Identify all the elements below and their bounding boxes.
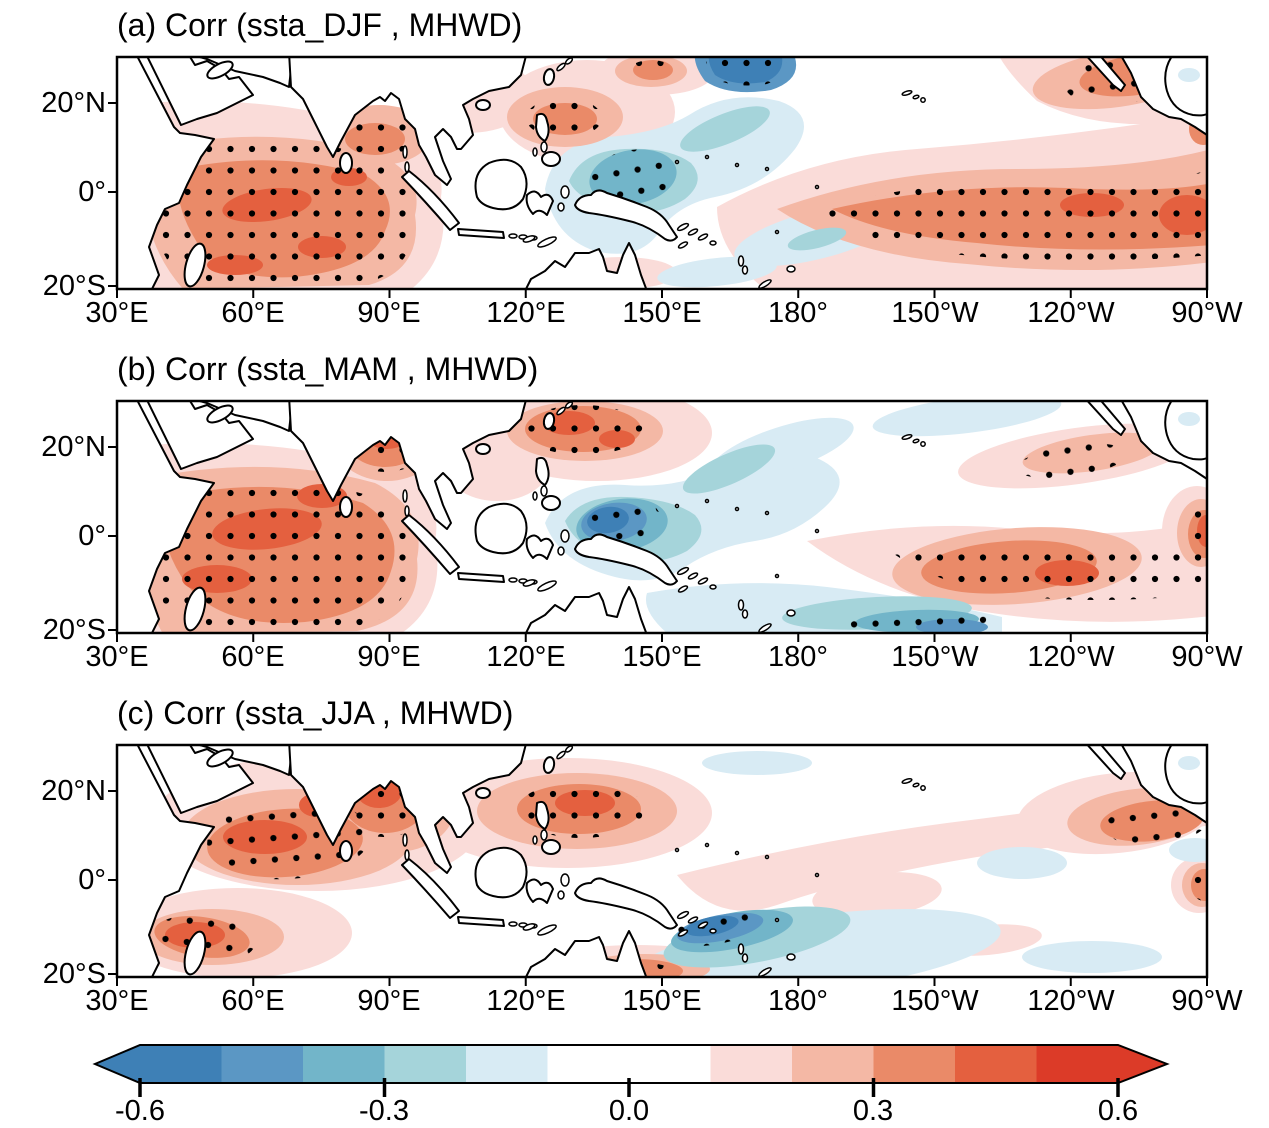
colorbar-tick-label: 0.3: [852, 1095, 894, 1127]
x-tick-label: 60°E: [221, 985, 285, 1017]
x-tick-label: 90°W: [1171, 641, 1243, 673]
colorbar-right-arrow: [1118, 1045, 1167, 1083]
colorbar-segments: [95, 1045, 1167, 1083]
axis-ticks-c: [108, 790, 1208, 986]
colorbar-tick-label: 0.0: [608, 1095, 650, 1127]
colorbar: [92, 1044, 1170, 1097]
x-tick-label: 90°W: [1171, 985, 1243, 1017]
x-tick-label: 120°W: [1027, 297, 1115, 329]
stipple-overlay-a: [149, 57, 1207, 287]
y-tick-label: 0°: [78, 864, 106, 896]
x-tick-label: 90°E: [357, 641, 421, 673]
axis-ticks-b: [108, 446, 1208, 642]
x-tick-label: 180°: [768, 641, 828, 673]
x-tick-label: 30°E: [85, 985, 149, 1017]
colorbar-tick-label: -0.6: [115, 1095, 165, 1127]
x-tick-label: 90°E: [357, 985, 421, 1017]
x-tick-label: 150°W: [891, 985, 979, 1017]
x-tick-label: 150°E: [622, 641, 702, 673]
map-panel-c: [108, 743, 1209, 986]
colorbar-ticks: [138, 1078, 1120, 1097]
y-tick-label: 0°: [78, 176, 106, 208]
panel-b-title: (b) Corr (ssta_MAM , MHWD): [117, 351, 539, 387]
y-tick-label: 20°S: [42, 958, 106, 990]
x-tick-label: 60°E: [221, 297, 285, 329]
x-tick-label: 30°E: [85, 641, 149, 673]
x-tick-label: 150°W: [891, 641, 979, 673]
x-tick-label: 120°E: [486, 985, 566, 1017]
colorbar-tick-label: 0.6: [1097, 1095, 1139, 1127]
x-tick-label: 90°W: [1171, 297, 1243, 329]
map-panel-a: [108, 55, 1209, 298]
colorbar-tick-label: -0.3: [359, 1095, 409, 1127]
y-tick-label: 20°N: [41, 431, 106, 463]
x-tick-label: 30°E: [85, 297, 149, 329]
x-tick-label: 60°E: [221, 641, 285, 673]
x-tick-label: 150°W: [891, 297, 979, 329]
panel-c-title: (c) Corr (ssta_JJA , MHWD): [117, 695, 514, 731]
x-tick-label: 120°W: [1027, 985, 1115, 1017]
x-tick-label: 180°: [768, 985, 828, 1017]
x-tick-label: 90°E: [357, 297, 421, 329]
colorbar-left-arrow: [95, 1045, 140, 1083]
x-tick-label: 180°: [768, 297, 828, 329]
x-tick-label: 150°E: [622, 297, 702, 329]
y-tick-label: 20°N: [41, 87, 106, 119]
map-panel-b: [108, 399, 1209, 642]
x-tick-label: 120°E: [486, 297, 566, 329]
axis-ticks-a: [108, 102, 1208, 298]
x-tick-label: 120°W: [1027, 641, 1115, 673]
y-tick-label: 20°S: [42, 270, 106, 302]
y-tick-label: 0°: [78, 520, 106, 552]
stipple-overlay-c: [155, 746, 1207, 977]
y-tick-label: 20°S: [42, 614, 106, 646]
y-tick-label: 20°N: [41, 775, 106, 807]
x-tick-label: 120°E: [486, 641, 566, 673]
x-tick-label: 150°E: [622, 985, 702, 1017]
panel-a-title: (a) Corr (ssta_DJF , MHWD): [117, 7, 523, 43]
